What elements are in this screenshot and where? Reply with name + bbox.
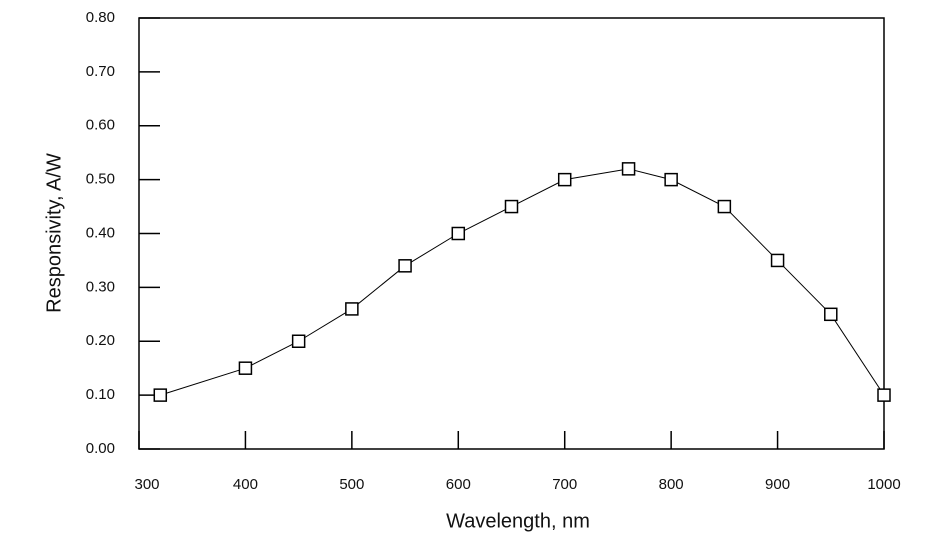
x-tick-label: 900 <box>765 476 790 493</box>
marker <box>504 199 519 214</box>
marker <box>291 334 306 348</box>
y-tick-label: 0.30 <box>86 278 115 295</box>
marker <box>451 226 466 241</box>
plot-frame <box>138 17 885 450</box>
y-tick-label: 0.40 <box>86 224 115 241</box>
y-tick-label: 0.10 <box>86 386 115 403</box>
x-axis-title: Wavelength, nm <box>446 510 590 532</box>
x-tick-label: 800 <box>659 476 684 493</box>
y-tick-label: 0.80 <box>86 9 115 26</box>
marker <box>664 172 678 187</box>
marker <box>153 388 168 402</box>
y-tick-label: 0.60 <box>86 117 115 134</box>
marker <box>398 259 412 273</box>
x-tick-label: 500 <box>339 476 364 493</box>
marker <box>238 361 253 375</box>
marker <box>877 388 891 402</box>
y-tick-label: 0.50 <box>86 171 115 188</box>
marker <box>557 172 572 187</box>
marker <box>345 302 359 316</box>
y-tick-label: 0.70 <box>86 63 115 80</box>
marker <box>824 307 838 322</box>
x-tick-label: 300 <box>134 476 159 493</box>
y-tick-label: 0.20 <box>86 332 115 349</box>
x-tick-label: 700 <box>552 476 577 493</box>
marker <box>770 253 785 268</box>
x-tick-label: 1000 <box>867 476 900 493</box>
y-axis-title: Responsivity, A/W <box>43 153 65 313</box>
marker <box>621 162 636 176</box>
marker <box>717 199 732 214</box>
y-tick-label: 0.00 <box>86 440 115 457</box>
line <box>160 168 885 396</box>
x-tick-label: 600 <box>446 476 471 493</box>
x-tick-label: 400 <box>233 476 258 493</box>
